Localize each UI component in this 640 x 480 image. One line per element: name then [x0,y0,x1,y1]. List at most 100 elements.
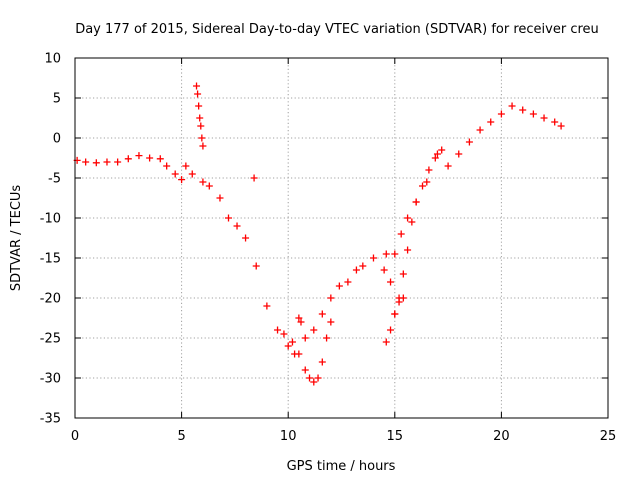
x-axis-label: GPS time / hours [287,459,396,474]
plot-frame [74,57,609,419]
chart-title: Day 177 of 2015, Sidereal Day-to-day VTE… [75,22,599,37]
data-point [156,155,164,163]
data-point [182,162,190,170]
data-point [250,174,258,182]
data-point [135,152,143,160]
x-tick-label: 10 [280,429,297,444]
data-point [199,178,207,186]
grid [75,58,608,418]
data-point [301,334,309,342]
data-point [438,146,446,154]
data-point [263,302,271,310]
data-point [178,176,186,184]
data-point [284,342,292,350]
data-point [295,314,303,322]
y-axis-label: SDTVAR / TECUs [9,185,24,292]
data-point [455,150,463,158]
series-dropout [382,294,407,346]
series-low-trough [280,318,335,386]
data-point [397,230,405,238]
x-tick-label: 0 [71,429,79,444]
x-tick-label: 5 [177,429,185,444]
data-point [487,118,495,126]
data-point [369,254,377,262]
data-point [233,222,241,230]
data-point [344,278,352,286]
data-point [557,122,565,130]
data-point [476,126,484,134]
x-tick-label: 25 [600,429,617,444]
data-point [327,318,335,326]
data-point [318,310,326,318]
data-points [73,82,565,386]
data-point [242,234,250,242]
y-tick-label: -20 [40,292,61,307]
data-point [196,114,204,122]
data-point [195,102,203,110]
y-tick-label: -15 [40,252,61,267]
data-point [92,159,100,167]
data-point [380,266,388,274]
data-point [114,158,122,166]
data-point [295,350,303,358]
data-point [103,158,111,166]
y-tick-label: -5 [48,172,61,187]
data-point [387,326,395,334]
y-tick-label: -35 [40,412,61,427]
data-point [280,330,288,338]
data-point [310,378,318,386]
data-point [288,338,296,346]
y-tick-label: -25 [40,332,61,347]
data-point [297,318,305,326]
data-point [387,278,395,286]
data-point [306,374,314,382]
series-steep-rise [391,146,446,318]
data-point [382,338,390,346]
data-point [198,134,206,142]
axis-ticks: 0 5 10 15 20 25 10 5 0 -5 -10 -15 -20 -25 -30 -35 [40,52,617,445]
data-point [252,262,260,270]
data-point [423,178,431,186]
data-point [497,110,505,118]
data-point [205,182,213,190]
data-point [433,150,441,158]
data-point [335,282,343,290]
data-point [540,114,548,122]
data-point [508,102,516,110]
y-tick-label: -30 [40,372,61,387]
data-point [425,166,433,174]
data-point [519,106,527,114]
data-point [216,194,224,202]
data-point [419,182,427,190]
data-point [199,142,207,150]
data-point [412,198,420,206]
y-tick-label: 5 [53,92,61,107]
data-point [163,162,171,170]
data-point [465,138,473,146]
data-point [225,214,233,222]
data-point [274,326,282,334]
series-spike [193,82,207,150]
data-point [395,298,403,306]
y-tick-label: 10 [44,52,61,67]
series-outliers [250,174,390,326]
data-point [404,214,412,222]
data-point [197,122,205,130]
data-point [193,82,201,90]
data-point [146,154,154,162]
data-point [551,118,559,126]
y-tick-label: -10 [40,212,61,227]
data-point [391,250,399,258]
series-main [73,152,299,358]
data-point [529,110,537,118]
data-point [404,246,412,254]
y-tick-label: 0 [53,132,61,147]
data-point [408,218,416,226]
data-point [194,90,202,98]
data-point [318,358,326,366]
data-point [359,262,367,270]
data-point [82,158,90,166]
data-point [323,334,331,342]
data-point [382,250,390,258]
